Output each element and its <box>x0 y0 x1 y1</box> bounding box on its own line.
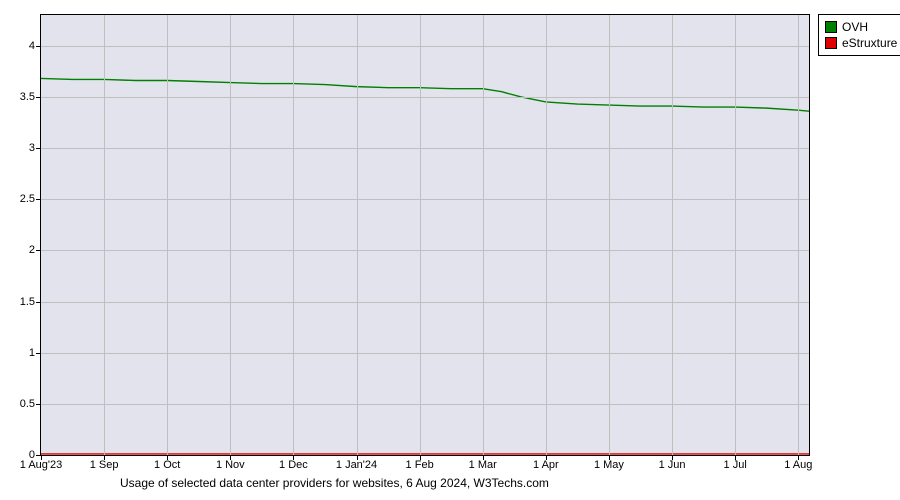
xtick-label: 1 Jan'24 <box>336 455 377 471</box>
gridline-vertical <box>357 15 358 455</box>
gridline-vertical <box>735 15 736 455</box>
gridline-vertical <box>293 15 294 455</box>
gridline-horizontal <box>41 97 809 98</box>
series-line-ovh <box>41 78 809 111</box>
legend-swatch-icon <box>825 37 837 49</box>
ytick-label: 2.5 <box>20 193 41 205</box>
chart-container: 00.511.522.533.541 Aug'231 Sep1 Oct1 Nov… <box>0 0 900 500</box>
ytick-label: 4 <box>29 40 41 52</box>
gridline-vertical <box>609 15 610 455</box>
gridline-horizontal <box>41 353 809 354</box>
xtick-label: 1 Feb <box>406 455 434 471</box>
plot-area: 00.511.522.533.541 Aug'231 Sep1 Oct1 Nov… <box>40 14 810 456</box>
gridline-horizontal <box>41 250 809 251</box>
ytick-label: 3.5 <box>20 91 41 103</box>
ytick-label: 2 <box>29 244 41 256</box>
gridline-vertical <box>420 15 421 455</box>
gridline-horizontal <box>41 46 809 47</box>
legend-item: eStruxture <box>825 35 897 51</box>
xtick-label: 1 Apr <box>533 455 559 471</box>
gridline-vertical <box>798 15 799 455</box>
xtick-label: 1 Aug <box>784 455 812 471</box>
xtick-label: 1 Jun <box>659 455 686 471</box>
gridline-vertical <box>483 15 484 455</box>
gridline-vertical <box>546 15 547 455</box>
legend-item: OVH <box>825 19 897 35</box>
xtick-label: 1 Mar <box>469 455 497 471</box>
gridline-horizontal <box>41 199 809 200</box>
xtick-label: 1 Jul <box>724 455 747 471</box>
xtick-label: 1 May <box>594 455 624 471</box>
gridline-vertical <box>104 15 105 455</box>
legend-label: eStruxture <box>842 35 897 51</box>
ytick-label: 0.5 <box>20 398 41 410</box>
ytick-label: 1.5 <box>20 296 41 308</box>
legend-swatch-icon <box>825 21 837 33</box>
ytick-label: 3 <box>29 142 41 154</box>
legend: OVHeStruxture <box>818 14 900 56</box>
xtick-label: 1 Dec <box>279 455 308 471</box>
chart-caption: Usage of selected data center providers … <box>120 476 549 490</box>
ytick-label: 1 <box>29 347 41 359</box>
gridline-horizontal <box>41 148 809 149</box>
xtick-label: 1 Sep <box>90 455 119 471</box>
series-layer <box>41 15 809 455</box>
legend-label: OVH <box>842 19 868 35</box>
gridline-vertical <box>672 15 673 455</box>
gridline-vertical <box>230 15 231 455</box>
gridline-horizontal <box>41 404 809 405</box>
xtick-label: 1 Aug'23 <box>20 455 62 471</box>
gridline-horizontal <box>41 302 809 303</box>
gridline-vertical <box>167 15 168 455</box>
xtick-label: 1 Nov <box>216 455 245 471</box>
xtick-label: 1 Oct <box>154 455 180 471</box>
